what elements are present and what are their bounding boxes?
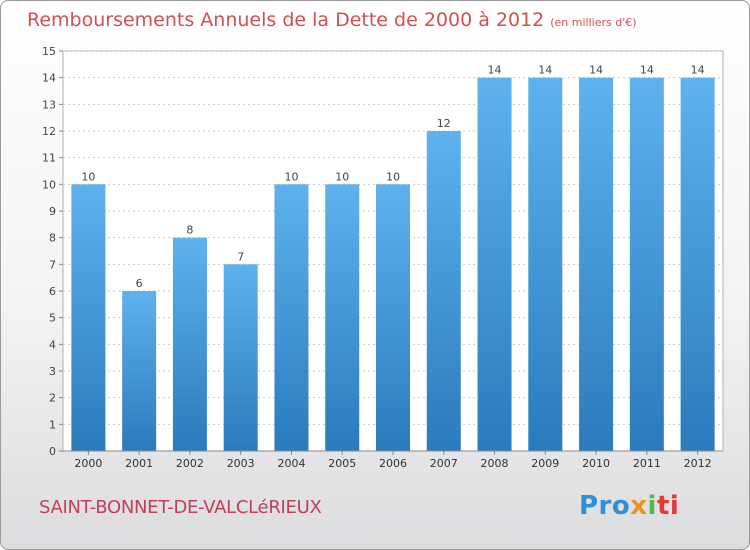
y-tick-label: 8 <box>49 232 56 245</box>
bar-data-label: 10 <box>284 170 298 183</box>
logo-part-3: i <box>647 491 657 521</box>
y-tick-label: 15 <box>42 45 56 58</box>
y-tick-label: 10 <box>42 178 56 191</box>
bar-data-label: 14 <box>589 64 603 77</box>
x-tick-label: 2012 <box>684 457 712 470</box>
bar-data-label: 14 <box>488 64 502 77</box>
y-tick-label: 6 <box>49 285 56 298</box>
bar-data-label: 6 <box>136 277 143 290</box>
x-tick-label: 2001 <box>125 457 153 470</box>
bar <box>274 184 309 452</box>
chart-title: Remboursements Annuels de la Dette de 20… <box>27 9 545 31</box>
y-tick-label: 13 <box>42 98 56 111</box>
y-tick-label: 0 <box>49 445 56 458</box>
bar <box>376 184 410 452</box>
y-tick-label: 11 <box>42 152 56 165</box>
x-tick-label: 2011 <box>633 457 661 470</box>
bar <box>629 77 664 452</box>
bar-data-label: 10 <box>386 170 400 183</box>
chart-subtitle: (en milliers d'€) <box>550 16 637 29</box>
y-tick-label: 9 <box>49 205 56 218</box>
commune-name: SAINT-BONNET-DE-VALCLéRIEUX <box>39 497 322 518</box>
logo-part-4: ti <box>656 491 680 521</box>
bar <box>122 291 157 451</box>
bar <box>680 77 715 452</box>
bar <box>71 184 106 452</box>
bar <box>325 184 360 452</box>
bar-data-label: 14 <box>640 64 654 77</box>
bar-data-label: 12 <box>437 117 451 130</box>
bar <box>426 131 461 451</box>
bar <box>172 237 207 451</box>
x-tick-label: 2000 <box>74 457 102 470</box>
bar <box>223 264 258 451</box>
y-tick-label: 3 <box>49 365 56 378</box>
x-tick-label: 2006 <box>379 457 407 470</box>
bar-data-label: 7 <box>237 250 244 263</box>
x-tick-label: 2003 <box>227 457 255 470</box>
logo-part-1: Pro <box>579 491 631 521</box>
x-tick-label: 2007 <box>430 457 458 470</box>
x-tick-label: 2008 <box>481 457 509 470</box>
logo-part-2: x <box>630 491 648 521</box>
y-tick-label: 7 <box>49 258 56 271</box>
x-tick-label: 2005 <box>328 457 356 470</box>
bar <box>528 77 563 452</box>
y-tick-label: 14 <box>42 72 56 85</box>
bar-data-label: 10 <box>335 170 349 183</box>
x-tick-label: 2004 <box>277 457 305 470</box>
x-tick-label: 2002 <box>176 457 204 470</box>
bar-data-label: 14 <box>538 64 552 77</box>
bar <box>477 77 512 452</box>
bar-data-label: 14 <box>691 64 705 77</box>
bar-data-label: 10 <box>81 170 95 183</box>
y-tick-label: 4 <box>49 338 56 351</box>
bar <box>579 77 614 452</box>
bar-data-label: 8 <box>186 224 193 237</box>
y-tick-label: 12 <box>42 125 56 138</box>
x-tick-label: 2009 <box>531 457 559 470</box>
chart-title-line: Remboursements Annuels de la Dette de 20… <box>27 9 637 31</box>
y-tick-label: 1 <box>49 418 56 431</box>
x-tick-label: 2010 <box>582 457 610 470</box>
proxiti-logo[interactable]: Proxiti <box>579 491 679 521</box>
y-tick-label: 2 <box>49 392 56 405</box>
y-tick-label: 5 <box>49 312 56 325</box>
